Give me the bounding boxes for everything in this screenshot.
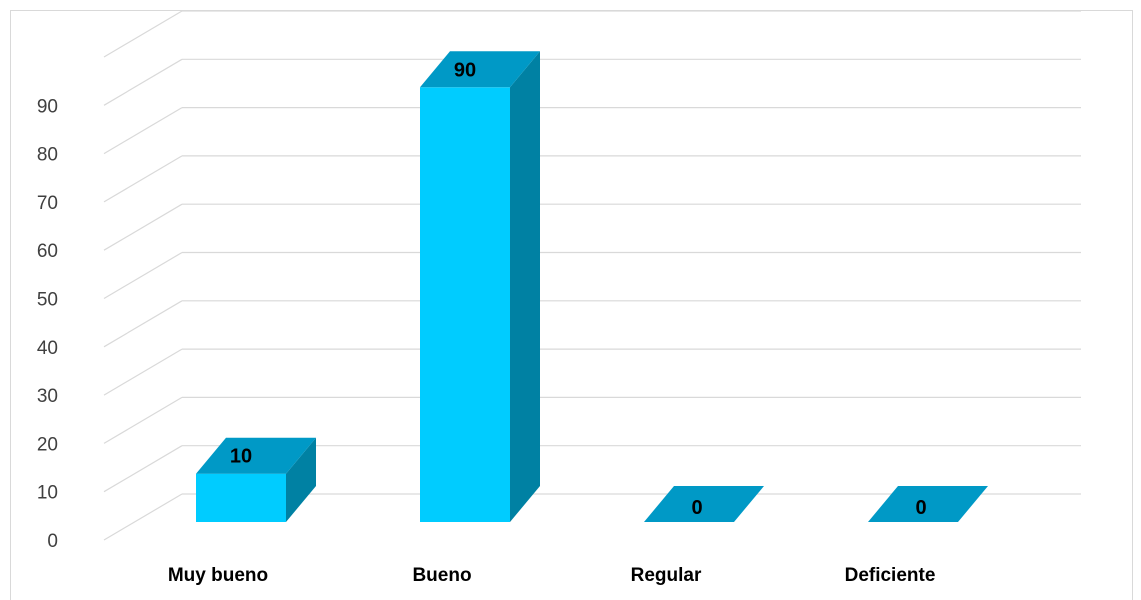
bar-top [420,51,540,88]
bar-side [510,51,540,523]
gridline [103,493,183,541]
bar-top [196,437,316,474]
gridline [103,58,183,106]
bar-zero-cap [868,486,988,522]
gridline [103,203,183,251]
bar [196,473,286,522]
x-category-label: Regular [631,565,702,586]
bars [196,51,988,523]
gridline [103,348,183,396]
data-label: 10 [230,446,252,468]
gridline [103,251,183,300]
bar-side [286,437,316,522]
x-category-label: Muy bueno [168,565,268,586]
gridline [103,300,183,348]
gridline [103,155,183,203]
y-tick-label: 50 [37,290,58,311]
bar-zero-cap [644,486,764,522]
gridlines [103,10,1081,541]
gridline [103,445,183,493]
y-tick-label: 30 [37,386,58,407]
y-tick-label: 0 [47,531,58,552]
y-tick-label: 40 [37,338,58,359]
y-tick-label: 20 [37,434,58,455]
bar [420,87,510,523]
gridline [103,107,183,155]
x-category-label: Bueno [412,565,471,586]
data-label: 90 [454,59,476,81]
labels: 0 10 20 30 40 50 60 70 80 90 10 Muy bueno 90 Bueno 0 Re… [37,59,936,586]
x-category-label: Deficiente [845,565,936,586]
y-tick-label: 60 [37,241,58,262]
y-tick-label: 70 [37,193,58,214]
gridline [103,396,183,444]
gridline [103,10,183,58]
data-label: 0 [915,497,926,519]
y-tick-label: 80 [37,145,58,166]
y-tick-label: 90 [37,96,58,117]
data-label: 0 [691,497,702,519]
y-tick-label: 10 [37,483,58,504]
